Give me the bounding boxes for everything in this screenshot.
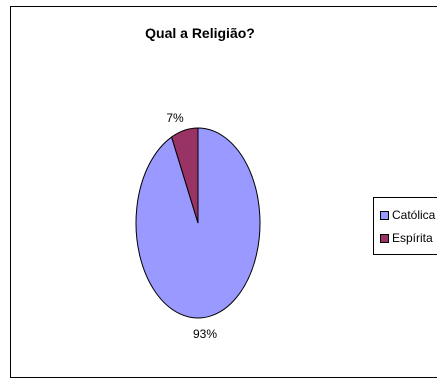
legend: Católica Espírita [373,197,437,255]
legend-item-catolica: Católica [380,208,435,222]
legend-swatch-espirita [380,233,389,243]
slice-label-espirita: 7% [166,111,184,125]
legend-item-espirita: Espírita [380,231,433,245]
legend-swatch-catolica [380,210,389,220]
legend-label-catolica: Católica [392,208,436,222]
chart-title: Qual a Religião? [145,25,255,41]
legend-label-espirita: Espírita [392,231,433,245]
slice-label-catolica: 93% [193,327,217,341]
pie-slice-espirita [171,127,199,224]
